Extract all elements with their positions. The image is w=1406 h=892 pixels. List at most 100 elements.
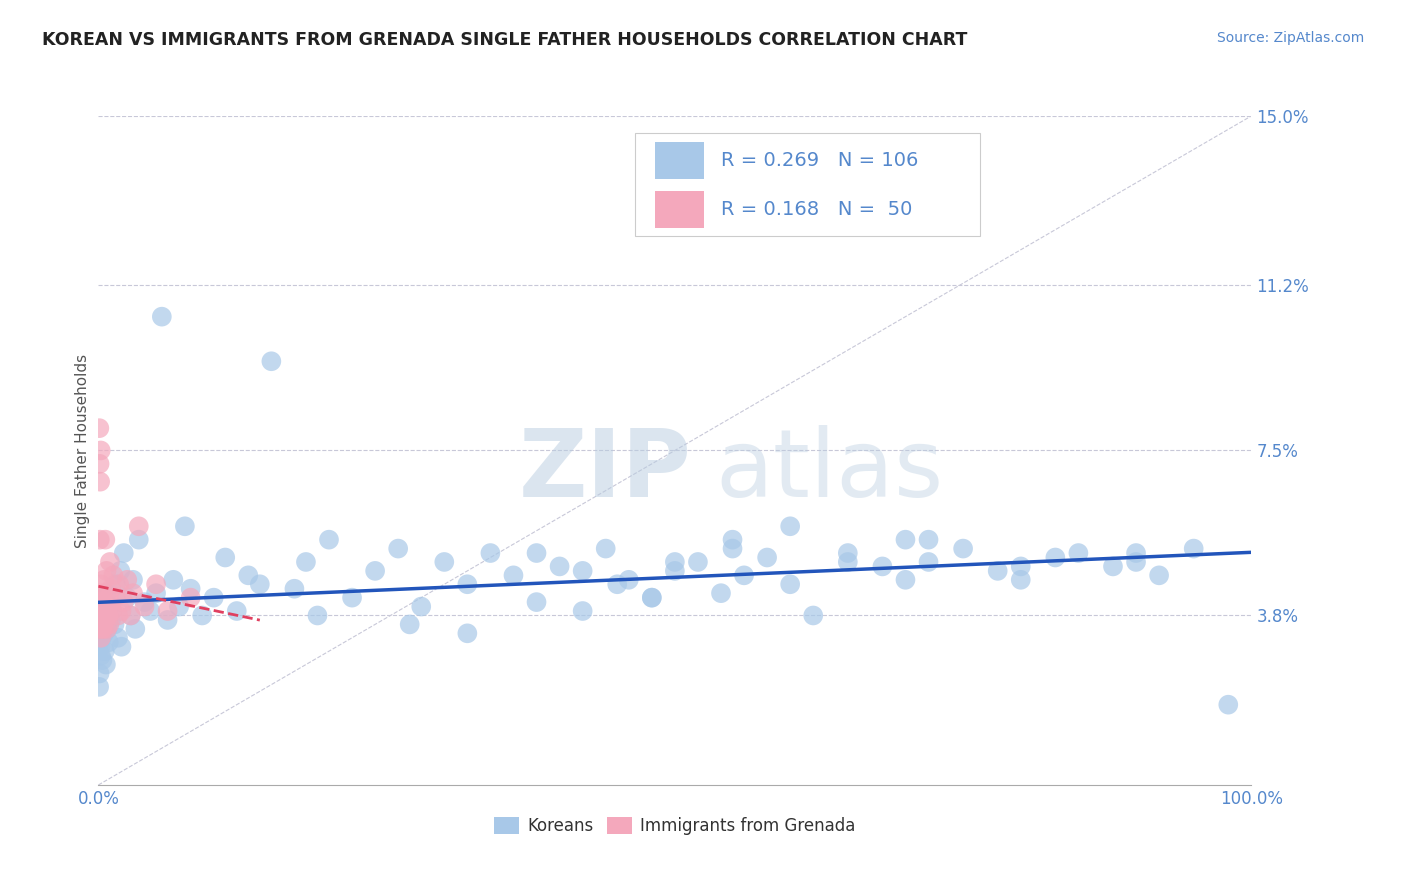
Point	[664, 564, 686, 578]
Point	[364, 564, 387, 578]
Point	[110, 604, 132, 618]
Point	[128, 519, 150, 533]
Point	[117, 591, 139, 605]
Point	[411, 599, 433, 614]
Text: Source: ZipAtlas.com: Source: ZipAtlas.com	[1216, 31, 1364, 45]
Point	[686, 555, 709, 569]
Point	[733, 568, 755, 582]
Point	[101, 604, 124, 618]
Point	[307, 608, 329, 623]
Point	[98, 599, 121, 614]
Text: R = 0.168   N =  50: R = 0.168 N = 50	[721, 200, 912, 219]
Point	[202, 591, 225, 605]
Point	[97, 622, 120, 636]
Point	[1125, 546, 1147, 560]
Point	[112, 546, 135, 560]
Point	[894, 533, 917, 547]
Point	[456, 577, 478, 591]
Point	[91, 653, 114, 667]
Text: ZIP: ZIP	[519, 425, 692, 516]
Point	[110, 564, 132, 578]
Point	[952, 541, 974, 556]
Point	[89, 533, 111, 547]
Point	[249, 577, 271, 591]
Point	[837, 546, 859, 560]
Point	[398, 617, 420, 632]
Point	[89, 604, 111, 618]
Point	[225, 604, 247, 618]
Point	[93, 626, 115, 640]
Point	[94, 613, 117, 627]
Point	[1102, 559, 1125, 574]
Legend: Koreans, Immigrants from Grenada: Koreans, Immigrants from Grenada	[485, 809, 865, 844]
Point	[1182, 541, 1205, 556]
Point	[98, 617, 121, 632]
Point	[801, 608, 824, 623]
Point	[108, 577, 131, 591]
Point	[571, 564, 593, 578]
FancyBboxPatch shape	[655, 143, 704, 179]
Point	[456, 626, 478, 640]
Point	[1067, 546, 1090, 560]
Point	[917, 533, 939, 547]
Point	[502, 568, 524, 582]
Point	[548, 559, 571, 574]
Point	[91, 595, 114, 609]
Point	[110, 640, 132, 654]
Point	[104, 591, 127, 605]
Point	[721, 533, 744, 547]
Point	[89, 595, 111, 609]
Point	[96, 564, 118, 578]
Point	[89, 617, 111, 632]
Point	[104, 577, 127, 591]
Point	[156, 613, 179, 627]
Point	[894, 573, 917, 587]
Point	[1218, 698, 1240, 712]
Point	[91, 617, 114, 632]
Point	[87, 608, 110, 623]
Point	[606, 577, 628, 591]
Point	[97, 635, 120, 649]
FancyBboxPatch shape	[634, 133, 980, 236]
Point	[318, 533, 340, 547]
Point	[90, 631, 112, 645]
Point	[664, 555, 686, 569]
Point	[89, 421, 111, 435]
Point	[145, 586, 167, 600]
Point	[97, 608, 120, 623]
Point	[90, 577, 112, 591]
Point	[90, 613, 112, 627]
Point	[89, 666, 111, 681]
Point	[641, 591, 664, 605]
Point	[150, 310, 173, 324]
Point	[872, 559, 894, 574]
Point	[214, 550, 236, 565]
Point	[479, 546, 502, 560]
Text: R = 0.269   N = 106: R = 0.269 N = 106	[721, 152, 918, 170]
Point	[641, 591, 664, 605]
Point	[91, 586, 114, 600]
Point	[122, 586, 145, 600]
Point	[134, 595, 156, 609]
Point	[89, 622, 111, 636]
Point	[90, 613, 112, 627]
Point	[174, 519, 197, 533]
Point	[98, 555, 121, 569]
Point	[91, 622, 114, 636]
Point	[94, 644, 117, 658]
Point	[90, 591, 112, 605]
Point	[91, 613, 114, 627]
Point	[917, 555, 939, 569]
Point	[94, 533, 117, 547]
Point	[100, 582, 122, 596]
Point	[617, 573, 640, 587]
Point	[128, 533, 150, 547]
Point	[526, 546, 548, 560]
Point	[167, 599, 190, 614]
Point	[387, 541, 409, 556]
Point	[124, 622, 146, 636]
Point	[103, 617, 125, 632]
Point	[93, 595, 115, 609]
Point	[89, 640, 111, 654]
Point	[779, 519, 801, 533]
